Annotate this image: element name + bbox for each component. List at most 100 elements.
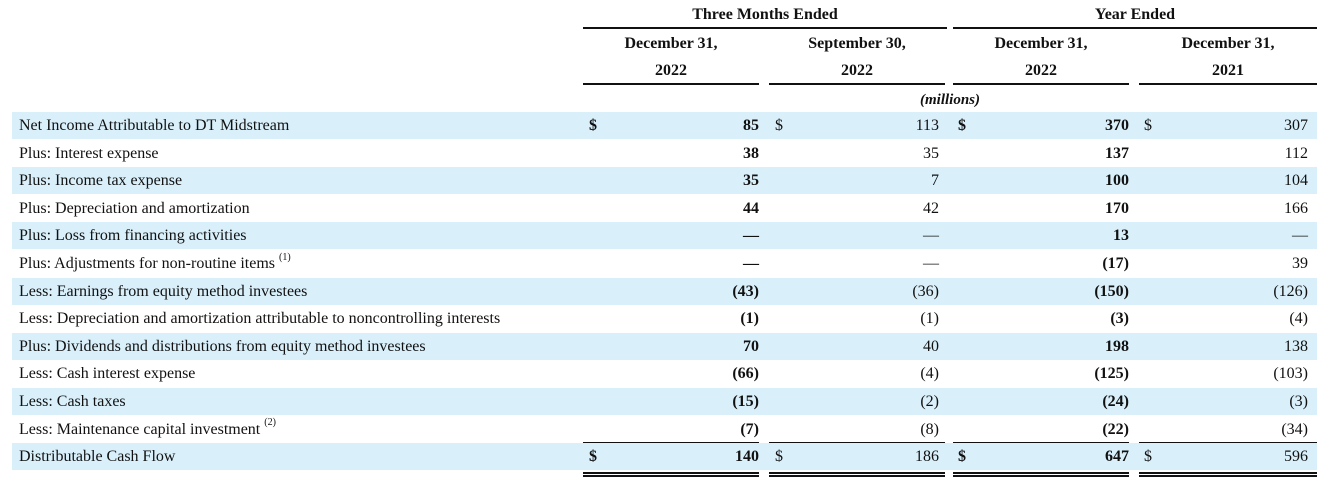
value-cell: 40 [923, 337, 939, 355]
value-cell: (3) [1289, 393, 1308, 410]
column-header-4-line2: 2021 [1212, 62, 1244, 79]
total-double-underline [769, 471, 945, 477]
value-cell: (15) [732, 393, 759, 410]
value-cell: 85 [743, 117, 759, 134]
subtotal-underline [953, 442, 1129, 444]
column-header-1-line2: 2022 [655, 62, 687, 79]
column-header-4-line1: December 31, [1181, 35, 1275, 52]
row-label: Less: Depreciation and amortization attr… [19, 305, 500, 332]
row-label: Less: Earnings from equity method invest… [19, 278, 307, 305]
value-cell: 370 [1105, 117, 1129, 134]
value-cell: 112 [1284, 144, 1308, 162]
table-row: Less: Cash taxes (15) (2) (24) (3) [12, 388, 1317, 415]
value-cell: 104 [1284, 172, 1308, 190]
value-cell: (17) [1102, 255, 1129, 272]
value-cell: 35 [743, 172, 759, 190]
total-double-underline [583, 471, 759, 477]
value-cell: (2) [920, 393, 939, 410]
value-cell: (24) [1102, 393, 1129, 410]
group-rule-three-months [583, 27, 947, 29]
row-label-text: Less: Cash taxes [19, 393, 126, 410]
row-label-text: Net Income Attributable to DT Midstream [19, 117, 290, 134]
value-cell: 307 [1284, 117, 1308, 134]
value-cell: 170 [1105, 199, 1129, 217]
table-row: Distributable Cash Flow $140 $186 $647 $596 [12, 443, 1317, 471]
column-header-2-line2: 2022 [841, 62, 873, 79]
column-header-1-line1: December 31, [624, 35, 718, 52]
value-cell: 100 [1105, 172, 1129, 190]
value-cell: (36) [912, 282, 939, 300]
value-cell: 70 [743, 337, 759, 355]
dollar-sign: $ [958, 448, 966, 466]
dollar-sign: $ [958, 117, 966, 134]
table-row: Plus: Dividends and distributions from e… [12, 332, 1317, 360]
footnote-marker: (1) [279, 251, 291, 263]
row-label-text: Plus: Loss from financing activities [19, 227, 247, 245]
value-cell: — [743, 255, 759, 272]
value-cell: (7) [740, 420, 759, 438]
row-label: Plus: Loss from financing activities [19, 222, 247, 249]
value-cell: (4) [1289, 310, 1308, 328]
value-cell: 42 [923, 199, 939, 217]
value-cell: 647 [1105, 448, 1129, 466]
value-cell: — [1292, 227, 1308, 245]
subtotal-underline [583, 442, 759, 444]
row-label-text: Less: Depreciation and amortization attr… [19, 310, 501, 328]
dollar-sign: $ [775, 117, 783, 134]
units-label: (millions) [919, 92, 980, 108]
value-cell: 596 [1284, 448, 1308, 466]
row-label-text: Plus: Income tax expense [19, 172, 183, 190]
value-cell: 7 [931, 172, 939, 190]
row-label-text: Plus: Depreciation and amortization [19, 199, 250, 217]
row-label-text: Less: Maintenance capital investment [19, 420, 261, 438]
value-cell: 35 [923, 144, 939, 162]
value-cell: 38 [743, 144, 759, 162]
table-row: Plus: Adjustments for non-routine items … [12, 250, 1317, 277]
row-label: Plus: Interest expense [19, 140, 159, 167]
value-cell: 13 [1113, 227, 1129, 245]
column-rule-1 [583, 83, 759, 85]
dollar-sign: $ [589, 117, 597, 134]
group-header-three-months: Three Months Ended [692, 6, 838, 23]
total-double-underline [1139, 471, 1317, 477]
dollar-sign: $ [1144, 117, 1152, 134]
row-label-text: Distributable Cash Flow [19, 448, 176, 466]
column-header-3-line1: December 31, [994, 35, 1088, 52]
table-row: Plus: Income tax expense 35 7 100 104 [12, 167, 1317, 195]
value-cell: (150) [1094, 282, 1129, 300]
value-cell: 186 [915, 448, 939, 466]
row-label: Plus: Dividends and distributions from e… [19, 333, 426, 360]
value-cell: — [923, 255, 939, 272]
value-cell: 166 [1284, 199, 1308, 217]
row-label-text: Plus: Adjustments for non-routine items [19, 255, 275, 272]
value-cell: (22) [1102, 420, 1129, 438]
group-rule-year-ended [953, 27, 1317, 29]
value-cell: (126) [1273, 282, 1308, 300]
subtotal-underline [1139, 442, 1317, 444]
row-label: Less: Cash taxes [19, 388, 126, 415]
column-header-3-line2: 2022 [1025, 62, 1057, 79]
value-cell: 113 [915, 117, 939, 134]
table-row: Less: Depreciation and amortization attr… [12, 305, 1317, 332]
value-cell: (1) [920, 310, 939, 328]
row-label: Plus: Depreciation and amortization [19, 195, 250, 222]
table-row: Plus: Depreciation and amortization 44 42 1… [12, 195, 1317, 222]
row-label: Less: Cash interest expense [19, 360, 195, 387]
value-cell: (125) [1094, 365, 1129, 383]
row-label: Plus: Adjustments for non-routine items … [19, 250, 291, 277]
value-cell: 140 [735, 448, 759, 466]
dollar-sign: $ [1144, 448, 1152, 466]
table-row: Less: Cash interest expense (66) (4) (125) (… [12, 360, 1317, 387]
table-row: Net Income Attributable to DT Midstream $… [12, 112, 1317, 139]
value-cell: 137 [1105, 144, 1129, 162]
value-cell: (1) [740, 310, 759, 328]
table-row: Less: Earnings from equity method invest… [12, 277, 1317, 305]
table-row: Plus: Interest expense 38 35 137 112 [12, 140, 1317, 167]
value-cell: (4) [920, 365, 939, 383]
value-cell: 138 [1284, 337, 1308, 355]
value-cell: 198 [1105, 337, 1129, 355]
value-cell: 39 [1292, 255, 1308, 272]
row-label-text: Less: Cash interest expense [19, 365, 196, 383]
column-rule-3 [953, 83, 1129, 85]
